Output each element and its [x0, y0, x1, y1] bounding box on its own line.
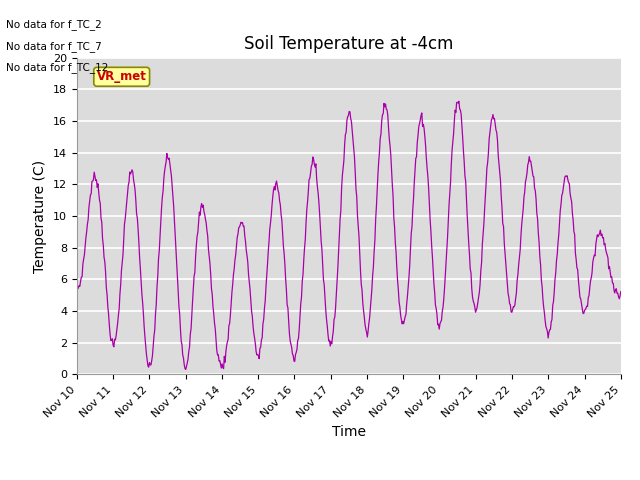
Text: VR_met: VR_met [97, 70, 147, 83]
Y-axis label: Temperature (C): Temperature (C) [33, 159, 47, 273]
Text: No data for f_TC_12: No data for f_TC_12 [6, 62, 109, 73]
Title: Soil Temperature at -4cm: Soil Temperature at -4cm [244, 35, 454, 53]
Text: No data for f_TC_7: No data for f_TC_7 [6, 41, 102, 52]
X-axis label: Time: Time [332, 425, 366, 439]
Text: No data for f_TC_2: No data for f_TC_2 [6, 19, 102, 30]
